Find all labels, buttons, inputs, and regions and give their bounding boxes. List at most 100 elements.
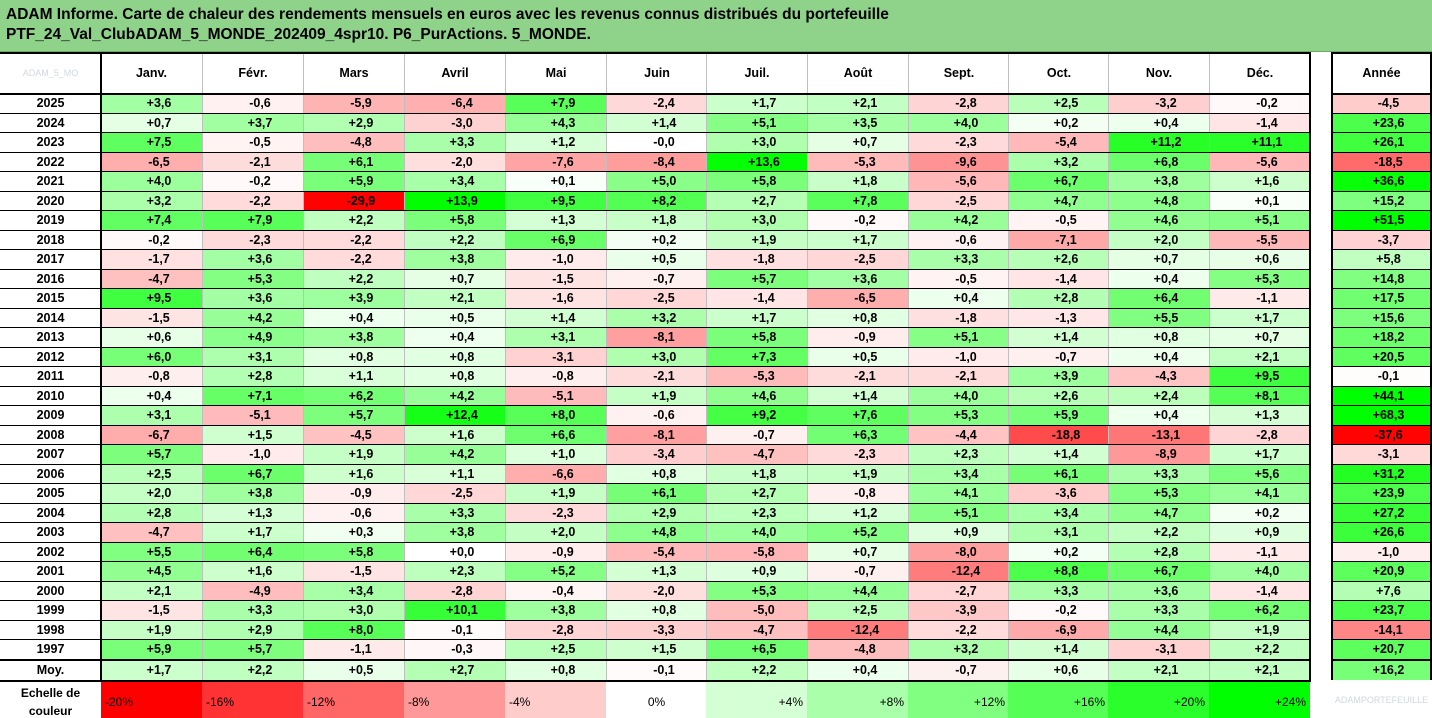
year-total-cell: +36,6 [1331,172,1432,192]
heat-cell: -1,4 [1008,269,1109,289]
year-total-cell: +7,6 [1331,581,1432,601]
heat-cell: -2,2 [303,250,404,270]
heat-cell: +2,1 [1209,347,1310,367]
heat-cell: -6,5 [807,289,908,309]
heat-cell: +6,2 [303,386,404,406]
heat-cell: -0,0 [606,133,707,153]
heat-cell: +6,9 [505,230,606,250]
heat-cell: +2,3 [706,503,807,523]
heat-cell: +0,0 [404,542,505,562]
row-divider [1331,190,1432,192]
row-divider [1331,288,1432,289]
heat-cell: -4,8 [807,640,908,660]
year-label: 2004 [36,505,65,520]
average-label: Moy. [36,662,65,677]
row-divider [1331,424,1432,426]
heat-cell: +2,7 [706,191,807,211]
heat-cell: +3,6 [202,250,303,270]
heat-cell: +4,3 [505,113,606,133]
heat-cell: +0,7 [1108,250,1209,270]
heat-cell: +6,1 [1008,464,1109,484]
heat-cell: +1,7 [706,308,807,328]
heat-cell: -1,8 [706,250,807,270]
heat-cell: -3,2 [1108,94,1209,114]
row-divider [0,561,1310,562]
month-header-4: Avril [404,52,505,94]
heat-cell: +6,1 [606,484,707,504]
heat-cell: +7,9 [505,94,606,114]
heat-cell: -2,8 [404,581,505,601]
color-scale-stop: 0% [606,681,707,718]
heat-cell: +5,1 [706,113,807,133]
year-total-cell: +18,2 [1331,328,1432,348]
heat-cell: -13,1 [1108,425,1209,445]
heat-cell: +13,6 [706,152,807,172]
heat-cell: +1,8 [807,172,908,192]
color-scale-stop: -20% [101,681,202,718]
year-label: 1997 [36,642,65,656]
heat-cell: +5,3 [706,581,807,601]
heat-cell: -2,5 [606,289,707,309]
heat-cell: +1,8 [706,464,807,484]
heat-cell: +3,0 [706,211,807,231]
heat-cell: +2,9 [606,503,707,523]
heat-cell: -2,3 [908,133,1009,153]
color-scale-label-line1: Echelle de [20,685,81,700]
heat-cell: +2,2 [404,230,505,250]
heat-cell: -0,2 [807,211,908,231]
heat-cell: +4,0 [908,386,1009,406]
heat-cell: +3,2 [606,308,707,328]
row-divider [1331,249,1432,250]
heat-cell: +5,3 [202,269,303,289]
heat-cell: +5,7 [202,640,303,660]
month-header-7: Juil. [706,52,807,94]
heat-cell: +6,7 [1108,562,1209,582]
heat-cell: +11,1 [1209,133,1310,153]
month-header-11: Nov. [1108,52,1209,94]
heat-cell: +4,2 [404,386,505,406]
year-total-cell: -14,1 [1331,620,1432,640]
heat-cell: -2,4 [606,94,707,114]
heat-cell: +0,7 [807,542,908,562]
heat-cell: +8,0 [505,406,606,426]
row-divider [1331,132,1432,133]
heat-cell: +3,5 [807,113,908,133]
heat-cell: +1,7 [807,230,908,250]
year-label: 2024 [36,115,65,130]
heat-cell: +6,7 [202,464,303,484]
heat-cell: +1,4 [606,113,707,133]
row-divider [0,210,1310,211]
heat-cell: +0,7 [1209,328,1310,348]
heat-cell: +3,3 [1108,464,1209,484]
year-total-cell: +20,7 [1331,640,1432,660]
heat-cell: +5,7 [706,269,807,289]
heatmap-table: ADAM_5_MO Janv. Févr. Mars Avril Mai Juin Juil.… [0,52,1432,718]
heat-cell: +0,9 [908,523,1009,543]
heat-cell: -3,3 [606,620,707,640]
heat-cell: +3,6 [101,94,202,114]
heat-cell: +1,3 [505,211,606,231]
heat-cell: +4,9 [202,328,303,348]
heat-cell: +5,9 [101,640,202,660]
heat-cell: +0,8 [606,464,707,484]
title-line-2: PTF_24_Val_ClubADAM_5_MONDE_202409_4spr1… [6,26,591,43]
heat-cell: +0,4 [404,328,505,348]
heat-cell: -3,6 [1008,484,1109,504]
heat-cell: +8,2 [606,191,707,211]
heat-cell: +2,2 [303,211,404,231]
heat-cell: +3,1 [202,347,303,367]
heat-cell: -4,4 [908,425,1009,445]
row-divider [0,639,1310,640]
row-divider [1331,580,1432,582]
heat-cell: -2,1 [807,367,908,387]
row-divider [1331,483,1432,484]
heat-cell: +3,2 [908,640,1009,660]
heat-cell: +3,2 [101,191,202,211]
year-total-left-border [1331,52,1333,680]
heat-cell: -2,5 [404,484,505,504]
heat-cell: +2,1 [101,581,202,601]
heat-cell: +2,1 [404,289,505,309]
heat-cell: +1,0 [505,445,606,465]
heat-cell: +0,2 [1209,503,1310,523]
heat-cell: +3,6 [807,269,908,289]
